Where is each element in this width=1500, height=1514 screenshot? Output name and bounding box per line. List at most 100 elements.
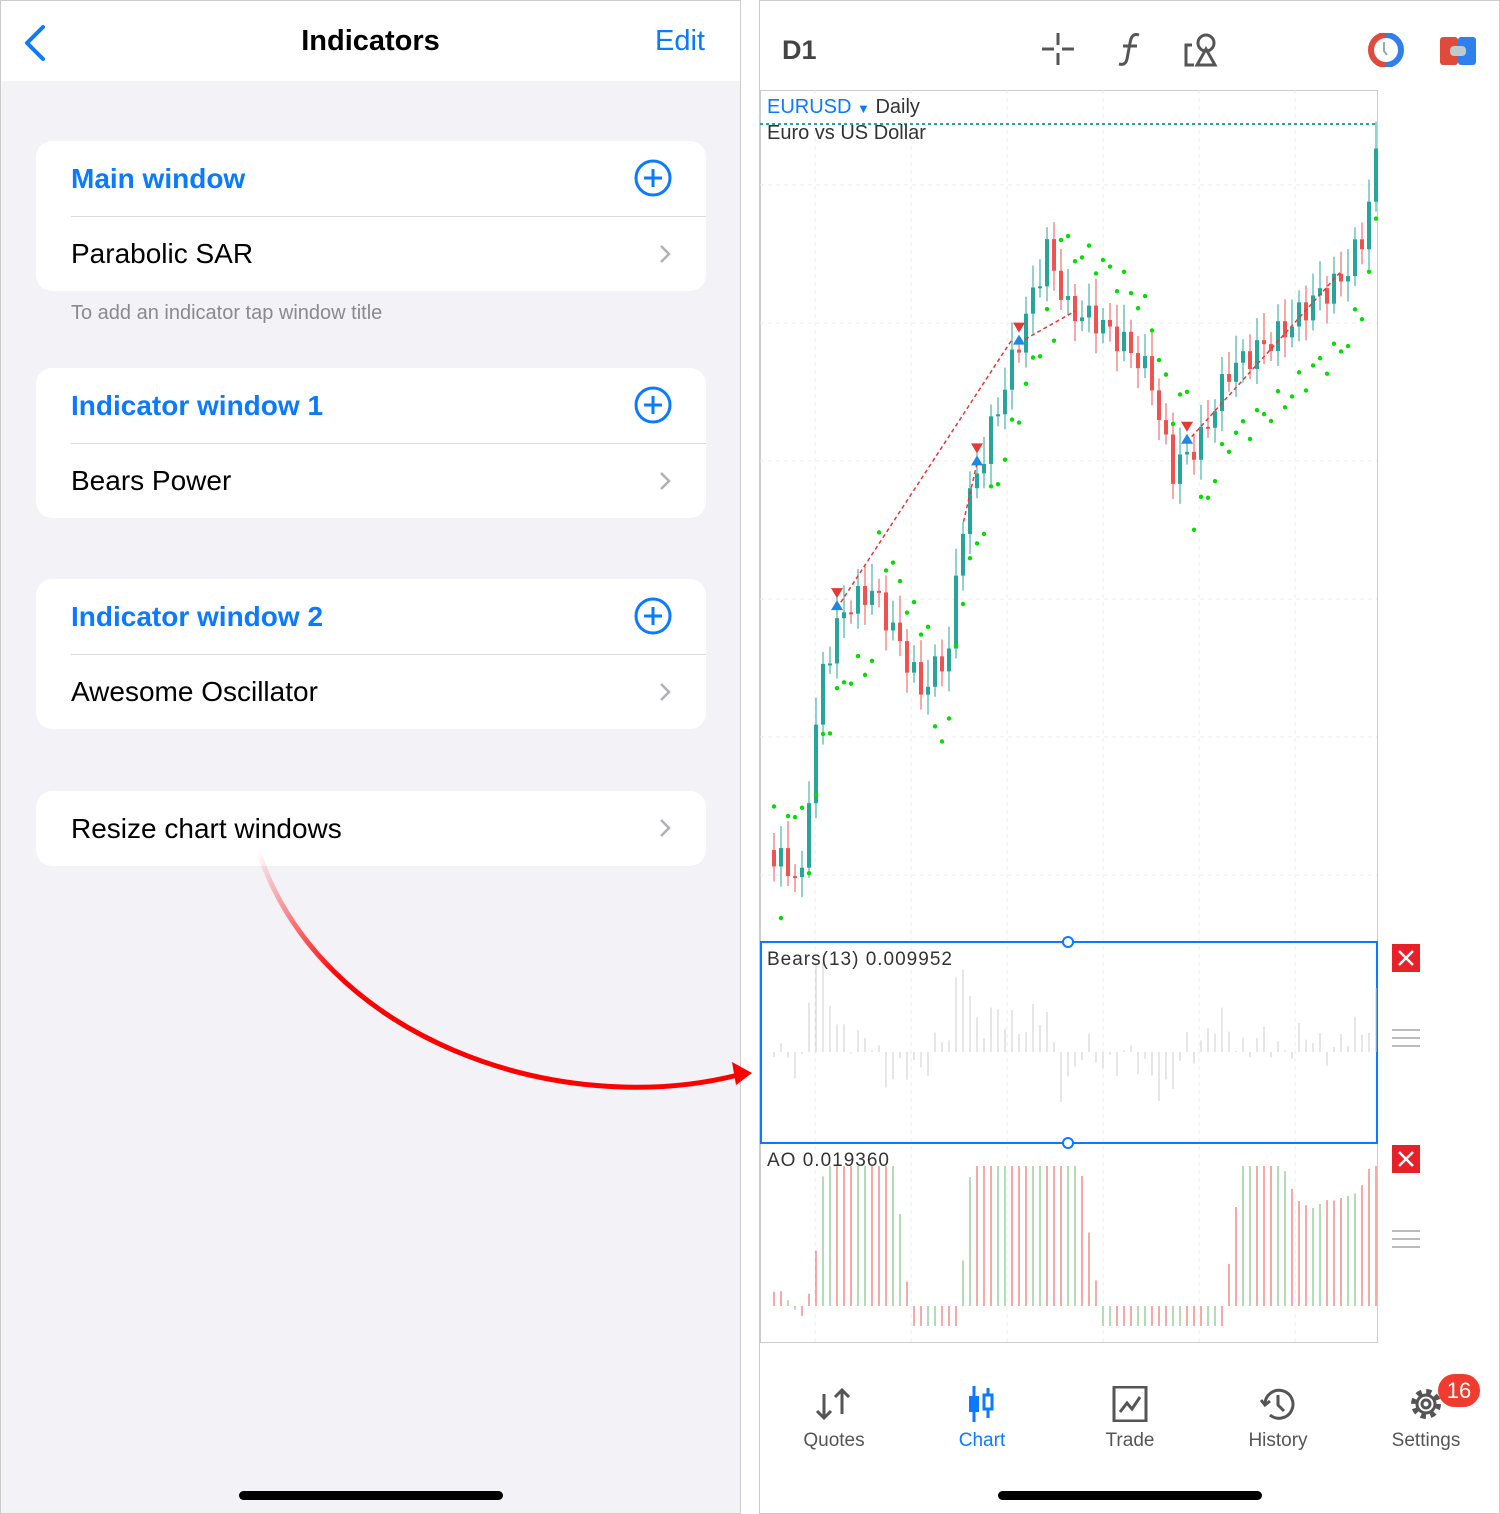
edit-button[interactable]: Edit <box>655 25 705 57</box>
trade-line <box>962 463 978 525</box>
sell-arrow-icon <box>1013 322 1025 333</box>
candle-body <box>842 612 846 619</box>
close-ao-window-button[interactable] <box>1392 1145 1420 1173</box>
candle-body <box>1206 426 1210 429</box>
indicator-window-1-title[interactable]: Indicator window 1 <box>36 368 706 443</box>
indicator-item-parabolic-sar[interactable]: Parabolic SAR <box>71 216 706 291</box>
sar-dot <box>967 555 973 561</box>
indicator-window-1-card: Indicator window 1 Bears Power <box>36 368 706 518</box>
sar-dot <box>1170 421 1176 427</box>
sar-dot <box>1345 343 1351 349</box>
candle-body <box>1052 239 1056 271</box>
candle-body <box>996 414 1000 417</box>
sell-arrow-icon <box>831 588 843 599</box>
function-icon[interactable] <box>1115 31 1145 67</box>
close-icon <box>1398 1151 1414 1167</box>
main-window-title[interactable]: Main window <box>36 141 706 216</box>
candle-body <box>1157 390 1161 421</box>
sar-dot <box>1254 407 1260 413</box>
sar-dot <box>1310 363 1316 368</box>
resize-chart-windows-button[interactable]: Resize chart windows <box>36 791 706 866</box>
sar-dot <box>778 915 784 921</box>
drag-handle-ao[interactable] <box>1392 1230 1420 1254</box>
resize-handle-top <box>1062 936 1074 948</box>
crosshair-icon[interactable] <box>1040 31 1076 67</box>
dropdown-caret-icon[interactable]: ▼ <box>857 101 870 116</box>
buy-arrow-icon <box>1181 433 1193 444</box>
one-click-trading-icon[interactable] <box>1368 33 1404 67</box>
candle-body <box>863 586 867 605</box>
tab-label: History <box>1248 1430 1308 1451</box>
sar-dot <box>1030 355 1036 360</box>
candle-body <box>1234 362 1238 382</box>
symbol-selector[interactable]: EURUSD <box>767 96 852 118</box>
sar-dot <box>890 560 896 565</box>
home-indicator <box>239 1491 503 1500</box>
symbol-description: Euro vs US Dollar <box>767 122 926 144</box>
tab-chart[interactable]: Chart <box>922 1386 1042 1452</box>
add-indicator-icon[interactable] <box>634 597 672 635</box>
back-chevron-icon[interactable] <box>21 23 51 63</box>
candle-body <box>1346 276 1350 282</box>
sar-dot <box>1016 420 1022 425</box>
indicator-item-bears-power[interactable]: Bears Power <box>71 443 706 518</box>
tab-history[interactable]: History <box>1218 1386 1338 1452</box>
close-bears-window-button[interactable] <box>1392 944 1420 972</box>
add-indicator-icon[interactable] <box>634 386 672 424</box>
sar-dot <box>1177 392 1183 397</box>
candle-body <box>786 848 790 877</box>
candle-body <box>1192 451 1196 460</box>
candle-body <box>1010 349 1014 390</box>
sar-dot <box>981 531 987 537</box>
candle-body <box>1108 319 1112 327</box>
candle-body <box>982 463 986 474</box>
sar-dot <box>939 739 945 744</box>
sar-dot <box>848 681 854 686</box>
account-toggle-icon[interactable] <box>1440 37 1476 65</box>
sar-dot <box>820 731 826 737</box>
price-chart[interactable] <box>760 90 1378 1344</box>
drag-handle-bears[interactable] <box>1392 1029 1420 1053</box>
resize-handle-bottom <box>1062 1137 1074 1149</box>
candle-body <box>807 803 811 868</box>
period-label: Daily <box>875 96 920 118</box>
candle-body <box>1199 426 1203 460</box>
sar-dot <box>1051 338 1057 343</box>
sar-dot <box>1261 411 1267 417</box>
candle-body <box>1283 321 1287 338</box>
candle-body <box>891 622 895 631</box>
sar-dot <box>953 643 959 648</box>
candle-body <box>1360 239 1364 250</box>
candle-body <box>1269 344 1273 352</box>
add-indicator-icon[interactable] <box>634 159 672 197</box>
candle-body <box>1353 239 1357 277</box>
close-icon <box>1398 950 1414 966</box>
gear-icon <box>1411 1389 1441 1419</box>
candle-body <box>933 656 937 687</box>
tab-quotes[interactable]: Quotes <box>774 1386 894 1452</box>
timeframe-button[interactable]: D1 <box>782 35 817 65</box>
candle-body <box>1024 313 1028 353</box>
candle-body <box>814 724 818 804</box>
candle-body <box>1185 451 1189 455</box>
candle-body <box>1017 349 1021 353</box>
indicator-item-awesome-oscillator[interactable]: Awesome Oscillator <box>71 654 706 729</box>
sar-dot <box>1128 290 1134 296</box>
indicator-window-2-title[interactable]: Indicator window 2 <box>36 579 706 654</box>
candle-body <box>898 622 902 642</box>
hint-text: To add an indicator tap window title <box>71 302 383 324</box>
objects-shapes-icon[interactable] <box>1182 31 1220 69</box>
tab-trade[interactable]: Trade <box>1070 1386 1190 1452</box>
indicator-window-2-card: Indicator window 2 Awesome Oscillator <box>36 579 706 729</box>
candle-body <box>926 686 930 695</box>
candle-body <box>835 618 839 664</box>
sar-dot <box>1324 371 1330 376</box>
sar-dot <box>1359 317 1365 322</box>
ao-label: AO 0.019360 <box>767 1150 890 1171</box>
candle-body <box>1304 302 1308 321</box>
tab-settings[interactable]: Settings <box>1366 1386 1486 1452</box>
sar-dot <box>918 632 924 637</box>
settings-badge: 16 <box>1438 1374 1480 1407</box>
tab-label: Settings <box>1391 1430 1461 1451</box>
candle-body <box>1332 273 1336 304</box>
